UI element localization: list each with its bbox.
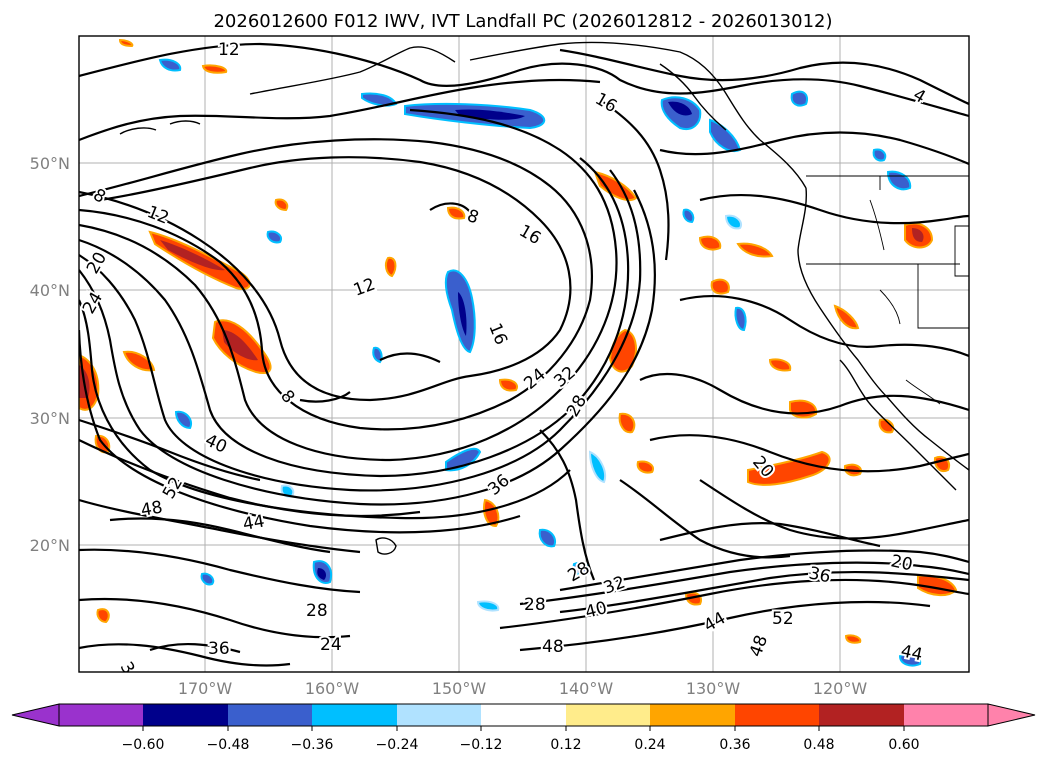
lat-label: 30°N	[30, 409, 70, 428]
coastlines	[119, 41, 969, 555]
shaded-anomalies	[79, 38, 958, 667]
map-area: 12 16 4 8 12 20 24 16 8 12 16 8 40 24 32…	[79, 36, 969, 672]
colorbar-segment	[481, 704, 566, 726]
lat-label: 50°N	[30, 154, 70, 173]
lon-label: 150°W	[432, 679, 487, 698]
colorbar-tick-label: −0.48	[207, 737, 250, 753]
latitude-labels: 50°N 40°N 30°N 20°N	[30, 154, 70, 555]
contour-label: 24	[320, 635, 342, 655]
colorbar: −0.60 −0.48 −0.36 −0.24 −0.12 0.12 0.24 …	[11, 703, 1036, 753]
lon-label: 170°W	[178, 679, 233, 698]
colorbar-segment	[904, 704, 988, 726]
iwv-contours	[79, 42, 969, 667]
contour-label: 48	[542, 637, 564, 657]
colorbar-segment	[735, 704, 819, 726]
lon-label: 140°W	[559, 679, 614, 698]
contour-label: 12	[218, 40, 240, 60]
colorbar-tick-label: 0.48	[803, 737, 834, 753]
colorbar-tick-label: −0.36	[291, 737, 334, 753]
colorbar-segment	[566, 704, 650, 726]
colorbar-tick-label: −0.12	[460, 737, 503, 753]
colorbar-tick-label: −0.60	[122, 737, 165, 753]
colorbar-tick-label: 0.60	[888, 737, 919, 753]
colorbar-segment	[650, 704, 735, 726]
contour-label: 28	[306, 601, 328, 621]
contour-label: 28	[524, 595, 546, 615]
colorbar-segment	[819, 704, 904, 726]
longitude-labels: 170°W 160°W 150°W 140°W 130°W 120°W	[178, 679, 868, 698]
colorbar-segment	[59, 704, 143, 726]
map-frame	[78, 35, 970, 673]
colorbar-right-extend	[987, 703, 1036, 727]
lon-label: 160°W	[305, 679, 360, 698]
colorbar-segment	[228, 704, 312, 726]
contour-label: 44	[241, 511, 266, 534]
contour-label: 36	[208, 639, 230, 659]
colorbar-left-extend	[11, 703, 60, 727]
contour-label: 48	[139, 497, 164, 520]
colorbar-tick-label: −0.24	[376, 737, 419, 753]
colorbar-segment	[397, 704, 481, 726]
colorbar-segment	[312, 704, 397, 726]
figure-title: 2026012600 F012 IWV, IVT Landfall PC (20…	[213, 11, 832, 32]
lon-label: 130°W	[686, 679, 741, 698]
colorbar-tick-label: 0.12	[550, 737, 581, 753]
colorbar-tick-label: 0.24	[634, 737, 665, 753]
lat-label: 40°N	[30, 281, 70, 300]
contour-label: 52	[772, 609, 794, 629]
colorbar-tick-label: 0.36	[719, 737, 750, 753]
lat-label: 20°N	[30, 536, 70, 555]
lon-label: 120°W	[813, 679, 868, 698]
colorbar-segment	[143, 704, 228, 726]
